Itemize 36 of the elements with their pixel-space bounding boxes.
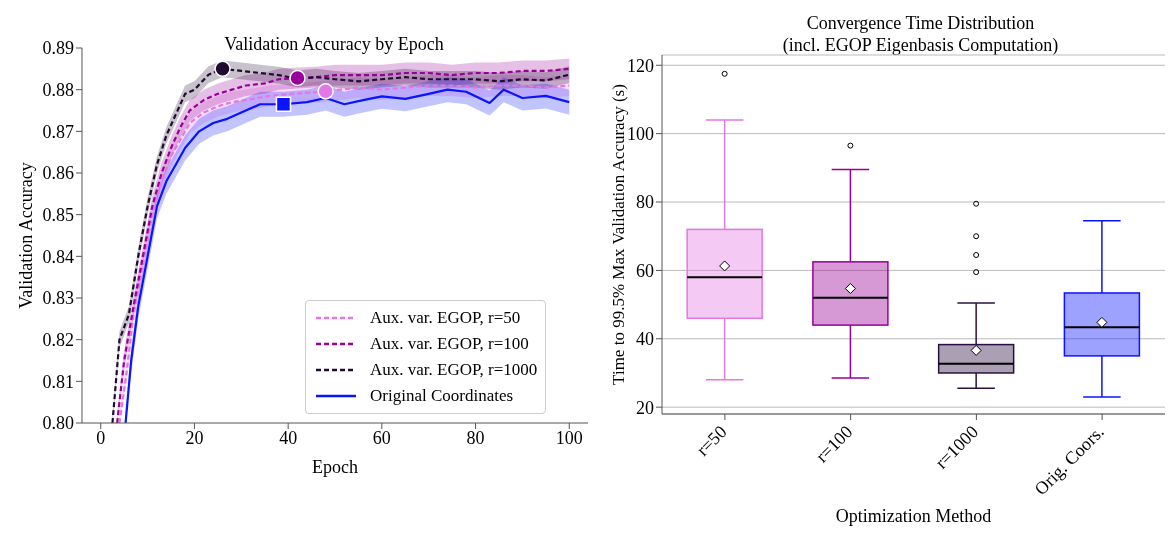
- y-axis-title: Validation Accuracy: [16, 162, 37, 309]
- x-tick-label: 80: [466, 427, 485, 448]
- y-tick-label: 0.88: [42, 80, 74, 101]
- y-tick-label: 0.86: [42, 163, 74, 184]
- y-tick-label: 0.89: [42, 38, 74, 59]
- y-tick-label: 0.85: [42, 205, 74, 226]
- y-tick-label: 0.83: [42, 288, 74, 309]
- y-tick-label: 0.81: [42, 371, 74, 392]
- chart-title: Validation Accuracy by Epoch: [223, 34, 445, 55]
- x-tick-label: 0: [96, 427, 106, 448]
- chart-title: Convergence Time Distribution (incl. EGOP Eigenbasis Computation): [781, 12, 1060, 56]
- y-tick-label: 20: [636, 397, 654, 418]
- y-tick-label: 40: [636, 329, 654, 350]
- x-tick-label: 20: [185, 427, 204, 448]
- y-tick-label: 0.80: [42, 413, 74, 434]
- y-tick-label: 80: [636, 192, 654, 213]
- x-tick-label: 60: [372, 427, 391, 448]
- y-tick-label: 0.82: [42, 330, 74, 351]
- point: [275, 96, 292, 112]
- legend-label: Aux. var. EGOP, r=100: [370, 334, 529, 354]
- y-tick-label: 120: [627, 55, 654, 76]
- x-tick-label: 40: [279, 427, 298, 448]
- legend-label: Original Coordinates: [370, 386, 514, 406]
- y-tick-label: 60: [636, 260, 654, 281]
- x-axis-title: Optimization Method: [835, 506, 992, 526]
- point: [214, 60, 231, 78]
- legend-label: Aux. var. EGOP, r=50: [370, 308, 521, 328]
- y-tick-label: 0.87: [42, 121, 74, 142]
- x-tick-label: 100: [555, 427, 583, 448]
- y-tick-label: 0.84: [42, 246, 74, 267]
- x-axis-title: Epoch: [312, 457, 358, 477]
- y-axis-title: Time to 99.5% Max Validation Accuracy (s): [609, 84, 629, 385]
- point: [317, 83, 334, 100]
- legend-label: Aux. var. EGOP, r=1000: [370, 360, 538, 380]
- y-tick-label: 100: [627, 124, 654, 145]
- point: [289, 69, 306, 87]
